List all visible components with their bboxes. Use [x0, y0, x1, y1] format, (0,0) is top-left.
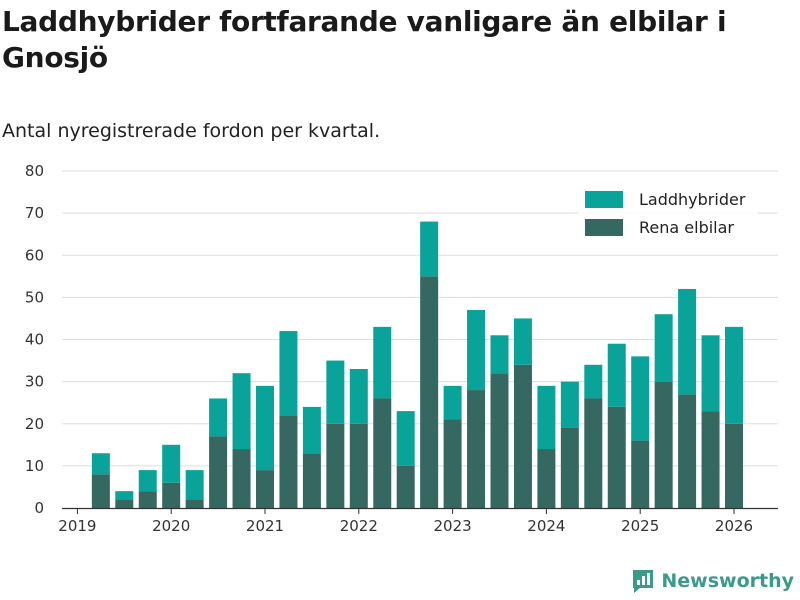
bar-rena-elbilar — [396, 465, 415, 508]
bar-rena-elbilar — [513, 364, 532, 508]
bar-rena-elbilar — [209, 436, 228, 508]
legend-swatch — [585, 191, 623, 208]
bar-rena-elbilar — [701, 411, 720, 508]
bar-laddhybrider — [725, 326, 743, 424]
bar-laddhybrider — [349, 368, 368, 424]
y-tick-label: 0 — [34, 499, 44, 517]
bar-laddhybrider — [420, 221, 439, 277]
bar-laddhybrider — [185, 470, 204, 500]
bar-laddhybrider — [256, 385, 274, 471]
chart-title: Laddhybrider fortfarande vanligare än el… — [2, 5, 727, 74]
bar-laddhybrider — [678, 288, 697, 395]
y-tick-label: 70 — [25, 204, 44, 222]
y-tick-label: 80 — [25, 162, 44, 180]
bar-rena-elbilar — [185, 499, 204, 508]
x-tick-label: 2019 — [58, 517, 96, 535]
bar-laddhybrider — [443, 385, 462, 420]
brand-name: Newsworthy — [661, 570, 794, 592]
x-tick-label: 2026 — [715, 517, 753, 535]
bar-rena-elbilar — [232, 449, 251, 508]
bar-rena-elbilar — [467, 390, 486, 508]
bar-laddhybrider — [232, 373, 251, 450]
bar-rena-elbilar — [138, 491, 157, 508]
bar-rena-elbilar — [91, 474, 110, 508]
bar-laddhybrider — [396, 411, 415, 466]
bar-laddhybrider — [631, 356, 650, 441]
y-tick-label: 50 — [25, 288, 44, 306]
y-tick-label: 30 — [25, 373, 44, 391]
bar-laddhybrider — [209, 398, 228, 437]
bar-rena-elbilar — [443, 419, 462, 508]
newsworthy-logo: Newsworthy — [631, 568, 794, 594]
y-tick-label: 40 — [25, 331, 44, 349]
x-tick-label: 2020 — [152, 517, 190, 535]
legend-label: Rena elbilar — [639, 218, 734, 237]
bar-rena-elbilar — [326, 423, 345, 508]
x-tick-label: 2025 — [621, 517, 659, 535]
bar-laddhybrider — [513, 318, 532, 365]
bar-rena-elbilar — [302, 453, 321, 508]
y-tick-label: 20 — [25, 415, 44, 433]
stacked-bar-chart: 0 10 20 30 40 50 60 70 80 2019 2020 2021 2022 2023 202… — [25, 162, 778, 535]
x-tick-label: 2024 — [527, 517, 565, 535]
bar-laddhybrider — [373, 326, 392, 399]
bar-rena-elbilar — [654, 381, 673, 508]
y-tick-label: 10 — [25, 457, 44, 475]
bar-rena-elbilar — [584, 398, 603, 508]
y-tick-label: 60 — [25, 246, 44, 264]
x-tick-label: 2022 — [340, 517, 378, 535]
bar-laddhybrider — [490, 335, 509, 374]
bar-laddhybrider — [115, 491, 134, 500]
x-tick-label: 2021 — [246, 517, 284, 535]
bar-rena-elbilar — [279, 415, 298, 508]
bar-rena-elbilar — [256, 470, 274, 508]
newsworthy-logo-icon — [633, 570, 654, 593]
bar-laddhybrider — [91, 453, 110, 475]
bar-laddhybrider — [162, 444, 181, 483]
bar-laddhybrider — [701, 335, 720, 412]
bar-rena-elbilar — [162, 482, 181, 508]
legend-swatch — [585, 219, 623, 236]
bar-rena-elbilar — [490, 373, 509, 508]
bar-rena-elbilar — [537, 449, 556, 508]
bar-rena-elbilar — [607, 406, 626, 508]
bar-laddhybrider — [654, 314, 673, 382]
bar-laddhybrider — [138, 470, 157, 492]
bar-rena-elbilar — [631, 440, 650, 508]
bar-rena-elbilar — [678, 394, 697, 508]
bar-rena-elbilar — [373, 398, 392, 508]
chart-subtitle: Antal nyregistrerade fordon per kvartal. — [2, 120, 381, 142]
bar-rena-elbilar — [420, 276, 439, 508]
x-tick-label: 2023 — [434, 517, 472, 535]
bar-laddhybrider — [279, 331, 298, 416]
bar-laddhybrider — [326, 360, 345, 424]
bar-laddhybrider — [537, 385, 556, 450]
bar-rena-elbilar — [560, 427, 579, 508]
legend-label: Laddhybrider — [639, 190, 746, 209]
bar-rena-elbilar — [349, 423, 368, 508]
bar-laddhybrider — [560, 381, 579, 428]
bar-laddhybrider — [607, 343, 626, 407]
bar-rena-elbilar — [725, 423, 743, 508]
bar-laddhybrider — [467, 310, 486, 391]
bar-laddhybrider — [302, 406, 321, 454]
bar-rena-elbilar — [115, 499, 134, 508]
bar-laddhybrider — [584, 364, 603, 399]
